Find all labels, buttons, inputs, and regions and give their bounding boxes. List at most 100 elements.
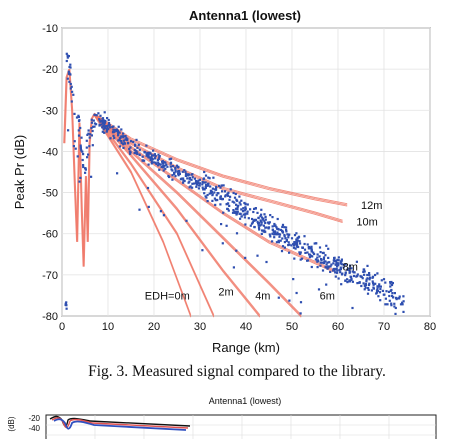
measured-point bbox=[363, 273, 366, 276]
measured-point bbox=[136, 151, 139, 154]
measured-point bbox=[103, 111, 106, 114]
measured-point bbox=[340, 283, 343, 286]
measured-point bbox=[112, 125, 115, 128]
measured-point bbox=[244, 256, 247, 259]
measured-point bbox=[117, 132, 120, 136]
y-tick-label: -50 bbox=[42, 188, 58, 200]
measured-point bbox=[118, 131, 121, 134]
measured-point bbox=[226, 207, 229, 210]
measured-point bbox=[70, 100, 73, 103]
measured-point bbox=[122, 143, 125, 146]
measured-point bbox=[84, 168, 87, 171]
measured-point bbox=[378, 283, 381, 286]
measured-point bbox=[287, 236, 290, 239]
x-tick-label: 0 bbox=[59, 321, 65, 333]
measured-point bbox=[295, 238, 298, 241]
measured-point bbox=[122, 146, 125, 149]
measured-point bbox=[111, 131, 115, 134]
measured-point bbox=[90, 175, 93, 178]
measured-point bbox=[202, 188, 205, 191]
measured-point bbox=[86, 133, 89, 136]
measured-point bbox=[238, 201, 241, 204]
measured-point bbox=[226, 202, 229, 206]
measured-point bbox=[93, 125, 96, 128]
measured-point bbox=[103, 127, 106, 130]
measured-point bbox=[164, 167, 167, 170]
measured-point bbox=[355, 275, 358, 278]
measured-point bbox=[152, 154, 155, 157]
measured-point bbox=[371, 280, 374, 283]
measured-point bbox=[344, 279, 347, 282]
measured-point bbox=[237, 204, 240, 207]
measured-point bbox=[161, 162, 165, 165]
measured-point bbox=[209, 185, 212, 188]
measured-point bbox=[222, 211, 225, 214]
measured-point bbox=[117, 139, 120, 142]
measured-point bbox=[187, 181, 190, 184]
measured-point bbox=[261, 229, 264, 232]
measured-point bbox=[260, 232, 263, 235]
measured-point bbox=[178, 172, 181, 175]
measured-point bbox=[149, 158, 152, 161]
measured-point bbox=[126, 142, 130, 145]
measured-point bbox=[271, 216, 274, 219]
measured-point bbox=[176, 170, 180, 173]
measured-point bbox=[246, 212, 249, 215]
measured-point bbox=[301, 246, 304, 249]
measured-point bbox=[67, 55, 70, 58]
measured-point bbox=[77, 134, 81, 137]
measured-point bbox=[107, 122, 111, 125]
measured-point bbox=[310, 265, 313, 269]
measured-point bbox=[298, 251, 301, 254]
measured-point bbox=[294, 247, 297, 250]
measured-point bbox=[103, 125, 106, 128]
measured-point bbox=[312, 251, 315, 254]
measured-point bbox=[211, 187, 214, 190]
measured-point bbox=[204, 195, 207, 198]
measured-point bbox=[77, 129, 80, 132]
measured-point bbox=[128, 147, 131, 151]
measured-point bbox=[244, 207, 247, 210]
measured-point bbox=[244, 206, 247, 209]
measured-point bbox=[316, 266, 319, 269]
chart-2-y-label: (dB) bbox=[7, 416, 16, 431]
measured-point bbox=[203, 170, 206, 174]
measured-point bbox=[223, 190, 227, 193]
measured-point bbox=[197, 187, 200, 190]
measured-point bbox=[73, 112, 76, 115]
measured-point bbox=[277, 296, 280, 299]
measured-point bbox=[90, 121, 93, 124]
measured-point bbox=[313, 242, 316, 245]
measured-point bbox=[95, 123, 98, 126]
measured-point bbox=[79, 126, 82, 130]
measured-point bbox=[284, 237, 287, 240]
measured-point bbox=[236, 199, 239, 202]
measured-point bbox=[195, 183, 198, 186]
measured-point bbox=[370, 289, 373, 292]
measured-point bbox=[165, 163, 168, 166]
measured-point bbox=[152, 149, 155, 152]
measured-point bbox=[235, 203, 238, 206]
measured-point bbox=[336, 271, 339, 274]
measured-point bbox=[331, 269, 335, 272]
measured-point bbox=[221, 242, 224, 245]
measured-point bbox=[339, 266, 342, 269]
measured-point bbox=[260, 208, 263, 211]
x-tick-label: 70 bbox=[378, 321, 390, 333]
measured-point bbox=[122, 136, 125, 139]
measured-point bbox=[365, 280, 368, 283]
measured-point bbox=[316, 259, 319, 262]
measured-point bbox=[298, 240, 301, 243]
measured-point bbox=[246, 210, 249, 213]
measured-point bbox=[384, 281, 387, 284]
measured-point bbox=[293, 257, 296, 260]
measured-point bbox=[260, 221, 263, 224]
measured-point bbox=[80, 136, 83, 139]
measured-point bbox=[372, 286, 375, 289]
measured-point bbox=[292, 246, 296, 249]
measured-point bbox=[329, 270, 332, 273]
y-axis-label: Peak Pr (dB) bbox=[12, 135, 27, 209]
measured-point bbox=[362, 270, 365, 273]
measured-point bbox=[335, 259, 338, 263]
measured-point bbox=[211, 193, 214, 196]
